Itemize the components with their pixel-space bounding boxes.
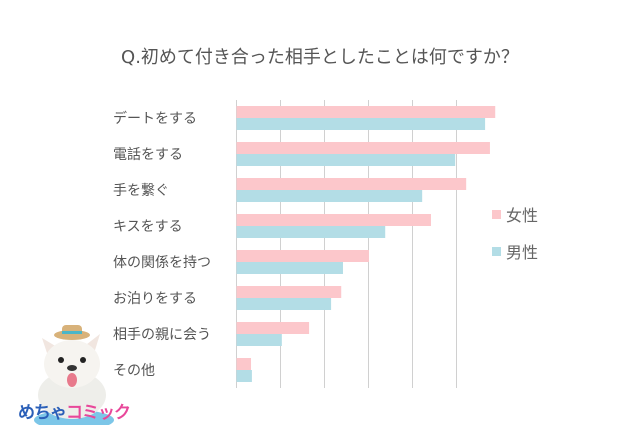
bar-female (236, 142, 490, 154)
bar-female (236, 214, 431, 226)
bar-female (236, 286, 342, 298)
category-label: キスをする (113, 219, 183, 235)
bar-female (236, 178, 467, 190)
bar-female (236, 106, 496, 118)
bar-male (236, 334, 282, 346)
bar-male (236, 226, 386, 238)
category-label: その他 (113, 363, 155, 379)
legend-swatch (492, 247, 501, 256)
bar-male (236, 370, 252, 382)
bar-female (236, 358, 252, 370)
chart-title: Q.初めて付き合った相手としたことは何ですか？ (121, 47, 519, 68)
bar-male (236, 190, 423, 202)
category-label: 手を繋ぐ (113, 183, 169, 199)
category-label: 相手の親に会う (113, 327, 211, 343)
category-label: お泊りをする (113, 291, 197, 307)
bar-male (236, 298, 332, 310)
bar-male (236, 262, 343, 274)
bar-female (236, 322, 310, 334)
bar-male (236, 154, 456, 166)
legend-label: 男性 (506, 243, 538, 262)
category-label: 体の関係を持つ (113, 255, 211, 271)
logo-text: めちゃコミック (18, 403, 131, 423)
dog-mascot-icon (34, 325, 114, 425)
legend-label: 女性 (506, 206, 538, 225)
bar-male (236, 118, 486, 130)
legend-swatch (492, 210, 501, 219)
category-label: 電話をする (113, 146, 183, 163)
mechacomic-logo: めちゃコミック (14, 320, 154, 425)
bar-female (236, 250, 369, 262)
category-label: デートをする (113, 110, 197, 127)
